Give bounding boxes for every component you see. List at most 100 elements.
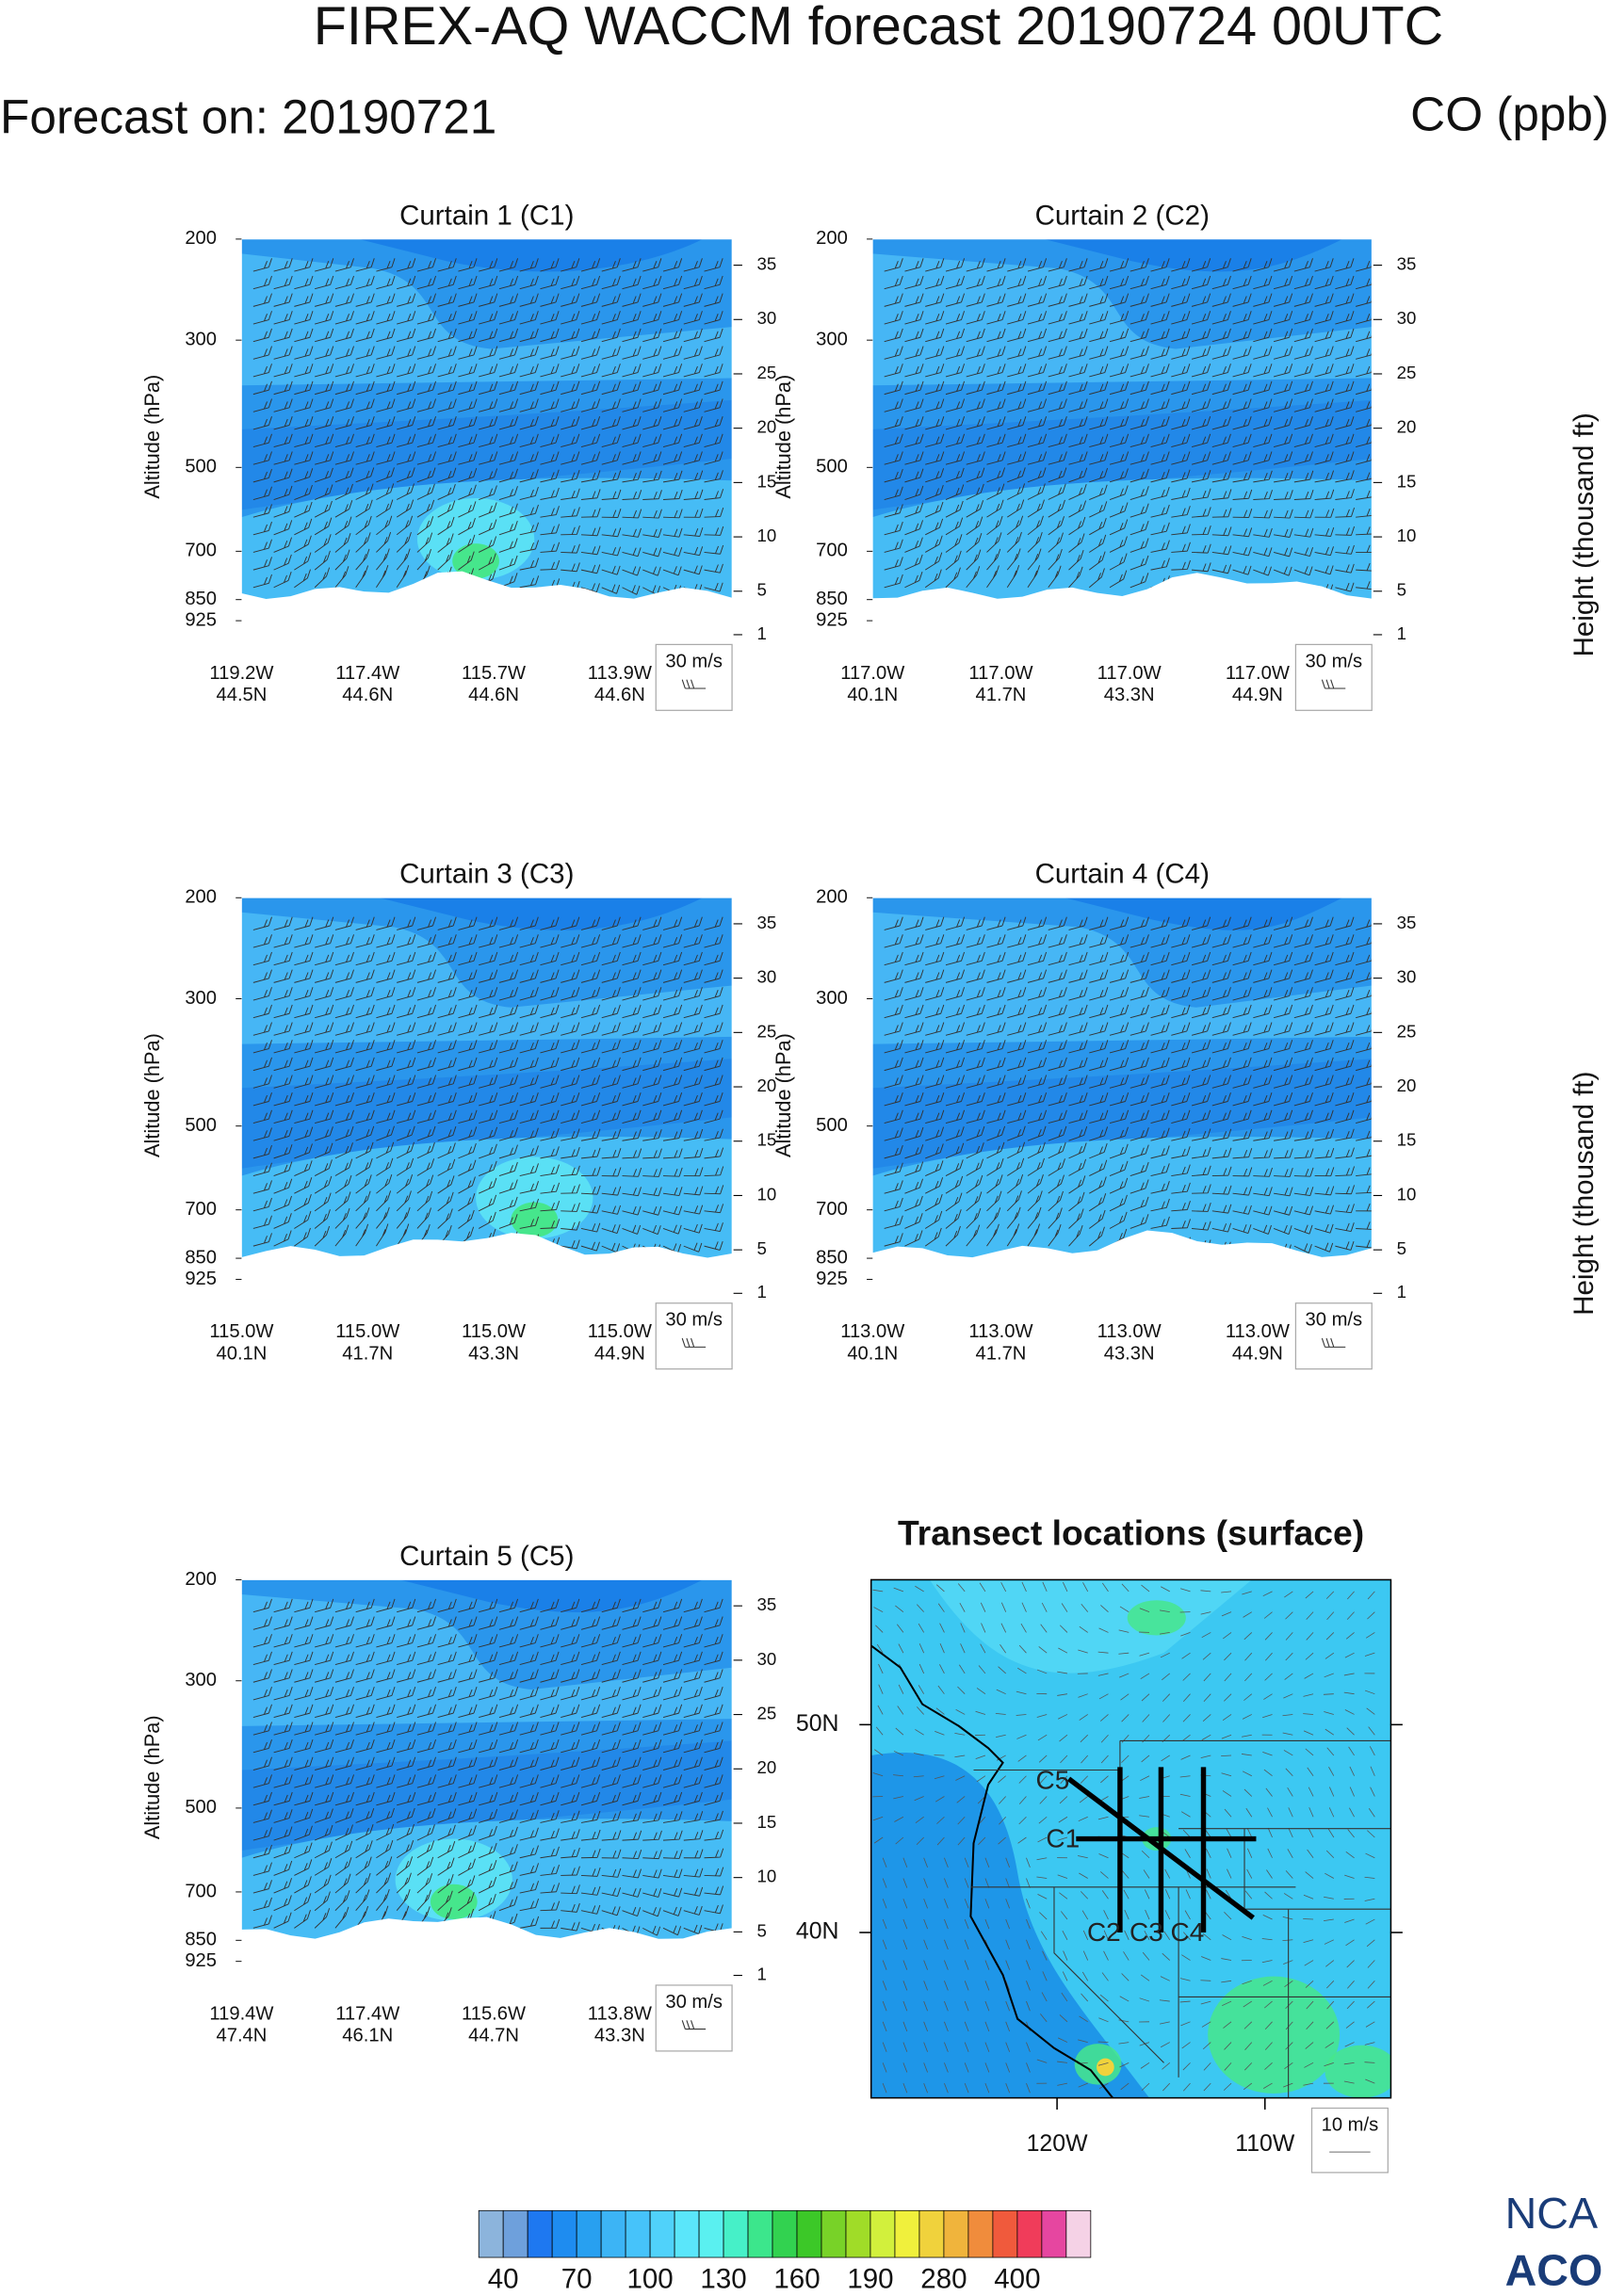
wind-barb (540, 1704, 560, 1719)
wind-barb (580, 508, 601, 518)
wind-barb (355, 1856, 372, 1876)
wind-arrow (1062, 1930, 1068, 1940)
wind-barb (580, 1634, 601, 1648)
wind-barb (662, 1687, 683, 1701)
y-axis-label: Altitude (hPa) (140, 1715, 164, 1839)
wind-barb (1232, 1004, 1252, 1019)
wind-barb (1089, 987, 1109, 1001)
x-tick-lat: 44.9N (1232, 685, 1283, 705)
wind-barb (580, 364, 601, 378)
wind-barb (1253, 987, 1273, 1001)
wind-barb (1150, 346, 1170, 360)
wind-barb (1027, 532, 1043, 553)
wind-barb (334, 1109, 354, 1124)
wind-arrow (1039, 1775, 1048, 1785)
wind-arrow (1042, 1950, 1048, 1961)
wind-barb (355, 515, 372, 536)
wind-barb (1232, 451, 1252, 465)
wind-barb (479, 1075, 498, 1089)
wind-barb (294, 1109, 314, 1124)
wind-barb (479, 1177, 497, 1194)
wind-barb (1293, 969, 1313, 983)
y2-tick-label: 15 (1397, 1130, 1417, 1150)
wind-key-barb (1321, 679, 1346, 689)
wind-barb (540, 1883, 561, 1894)
wind-barb (376, 346, 396, 360)
wind-barb (642, 1616, 662, 1630)
wind-barb (376, 467, 395, 483)
wind-arrow (1181, 1652, 1191, 1659)
wind-barb (273, 1213, 292, 1229)
wind-barb (1048, 548, 1063, 571)
wind-barb (986, 1004, 1006, 1019)
wind-arrow (1164, 1868, 1171, 1879)
wind-barb (683, 1774, 703, 1788)
wind-barb (498, 951, 519, 966)
wind-arrow (914, 1796, 924, 1802)
wind-barb (397, 1687, 416, 1701)
colorbar-box (698, 2209, 724, 2258)
wind-barb (519, 1109, 539, 1124)
wind-barb (1007, 1022, 1027, 1036)
wind-barb (1191, 951, 1211, 966)
wind-barb (1273, 433, 1293, 448)
wind-barb (397, 380, 416, 396)
wind-arrow (1059, 2014, 1068, 2023)
wind-barb (396, 1856, 414, 1876)
wind-barb (1150, 380, 1170, 396)
wind-barb (1232, 916, 1252, 930)
wind-arrow (1242, 1734, 1252, 1738)
plot-frame (241, 238, 733, 641)
wind-barb (376, 364, 396, 378)
wind-barb (416, 969, 436, 983)
wind-barb (396, 1840, 414, 1859)
wind-barb (498, 916, 519, 930)
wind-barb (437, 1687, 457, 1701)
wind-barb (622, 1634, 642, 1648)
wind-arrow (1142, 1951, 1150, 1961)
wind-barb (273, 1738, 293, 1754)
wind-barb (622, 1687, 642, 1701)
wind-barb (561, 364, 580, 378)
wind-barb (1293, 275, 1313, 290)
wind-barb (397, 1057, 416, 1072)
wind-barb (1335, 1185, 1356, 1195)
wind-barb (416, 275, 436, 290)
wind-barb (1314, 1092, 1334, 1107)
wind-barb (642, 1598, 662, 1613)
wind-barb (294, 1774, 314, 1788)
wind-barb (561, 1075, 580, 1089)
wind-barb (561, 1921, 580, 1932)
x-tick-lat: 41.7N (976, 685, 1027, 705)
wind-arrow (1182, 1714, 1191, 1722)
wind-barb (663, 1849, 683, 1859)
wind-arrow (1036, 1669, 1048, 1674)
wind-barb (1027, 380, 1048, 396)
wind-barb (904, 934, 924, 948)
wind-barb (355, 1057, 375, 1072)
wind-barb (1068, 916, 1088, 930)
wind-barb (1253, 490, 1273, 500)
wind-barb (1130, 1004, 1149, 1019)
wind-barb (1027, 398, 1048, 412)
wind-barb (294, 1092, 314, 1107)
wind-barb (1006, 1173, 1024, 1194)
wind-barb (355, 934, 375, 948)
wind-barb (642, 1738, 662, 1754)
wind-barb (986, 275, 1006, 290)
wind-barb (704, 969, 723, 983)
wind-arrow (1282, 1732, 1293, 1736)
wind-barb (1068, 328, 1088, 343)
wind-barb (1150, 275, 1170, 290)
wind-barb (642, 1704, 662, 1719)
wind-barb (1191, 416, 1211, 430)
wind-barb (416, 1057, 436, 1072)
wind-barb (622, 1057, 642, 1072)
wind-barb (925, 951, 945, 966)
wind-barb (580, 1109, 601, 1124)
wind-barb (966, 258, 985, 272)
wind-barb (1130, 1179, 1149, 1194)
wind-barb (519, 258, 539, 272)
wind-barb (704, 1634, 723, 1648)
wind-barb (498, 258, 519, 272)
